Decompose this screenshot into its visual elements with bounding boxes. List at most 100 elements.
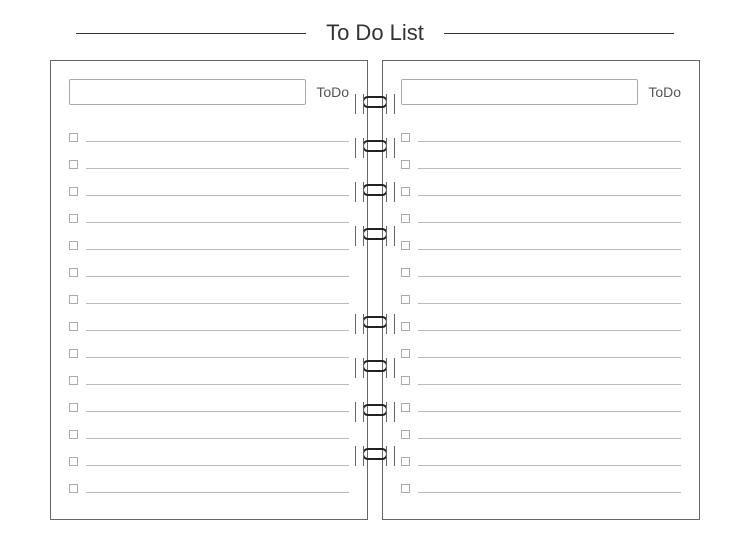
checkbox-icon[interactable] — [401, 133, 410, 142]
todo-line[interactable] — [418, 411, 681, 412]
todo-line[interactable] — [86, 303, 349, 304]
binder-ring-icon — [362, 360, 388, 372]
checkbox-icon[interactable] — [401, 241, 410, 250]
todo-row — [69, 227, 349, 254]
checkbox-icon[interactable] — [69, 403, 78, 412]
checkbox-icon[interactable] — [69, 295, 78, 304]
todo-line[interactable] — [418, 438, 681, 439]
checkbox-icon[interactable] — [69, 241, 78, 250]
binder-ring-icon — [362, 448, 388, 460]
todo-line[interactable] — [418, 276, 681, 277]
checkbox-icon[interactable] — [401, 322, 410, 331]
todo-row — [401, 443, 681, 470]
checkbox-icon[interactable] — [69, 133, 78, 142]
todo-row — [69, 470, 349, 497]
todo-row — [401, 146, 681, 173]
todo-row — [69, 173, 349, 200]
todo-row — [69, 200, 349, 227]
page-left-rows — [69, 119, 349, 497]
checkbox-icon[interactable] — [69, 322, 78, 331]
checkbox-icon[interactable] — [69, 376, 78, 385]
todo-line[interactable] — [86, 195, 349, 196]
todo-row — [69, 416, 349, 443]
checkbox-icon[interactable] — [401, 457, 410, 466]
todo-line[interactable] — [418, 195, 681, 196]
todo-row — [69, 119, 349, 146]
todo-line[interactable] — [418, 357, 681, 358]
page-right: ToDo — [382, 60, 700, 520]
header: To Do List — [0, 0, 750, 46]
checkbox-icon[interactable] — [69, 484, 78, 493]
checkbox-icon[interactable] — [401, 430, 410, 439]
todo-row — [69, 281, 349, 308]
page-left-title-input[interactable] — [69, 79, 306, 105]
todo-line[interactable] — [418, 141, 681, 142]
todo-row — [401, 173, 681, 200]
todo-row — [401, 254, 681, 281]
checkbox-icon[interactable] — [69, 268, 78, 277]
todo-row — [69, 389, 349, 416]
header-rule-left — [76, 33, 306, 34]
todo-line[interactable] — [86, 411, 349, 412]
todo-line[interactable] — [86, 141, 349, 142]
checkbox-icon[interactable] — [69, 187, 78, 196]
todo-row — [401, 389, 681, 416]
todo-row — [401, 416, 681, 443]
checkbox-icon[interactable] — [401, 214, 410, 223]
page-right-header: ToDo — [401, 79, 681, 105]
todo-row — [401, 362, 681, 389]
todo-line[interactable] — [86, 384, 349, 385]
binder-ring-icon — [362, 96, 388, 108]
todo-row — [401, 470, 681, 497]
checkbox-icon[interactable] — [401, 403, 410, 412]
todo-line[interactable] — [86, 222, 349, 223]
todo-row — [401, 335, 681, 362]
todo-line[interactable] — [86, 330, 349, 331]
todo-line[interactable] — [418, 168, 681, 169]
todo-line[interactable] — [86, 249, 349, 250]
page-right-title-input[interactable] — [401, 79, 638, 105]
page-right-rows — [401, 119, 681, 497]
binder-ring-icon — [362, 316, 388, 328]
page-left-header: ToDo — [69, 79, 349, 105]
todo-row — [69, 308, 349, 335]
checkbox-icon[interactable] — [69, 430, 78, 439]
header-rule-right — [444, 33, 674, 34]
todo-line[interactable] — [418, 222, 681, 223]
checkbox-icon[interactable] — [401, 349, 410, 358]
todo-line[interactable] — [86, 276, 349, 277]
todo-row — [69, 443, 349, 470]
checkbox-icon[interactable] — [401, 295, 410, 304]
todo-line[interactable] — [418, 330, 681, 331]
todo-line[interactable] — [418, 303, 681, 304]
binder-ring-icon — [362, 228, 388, 240]
page-right-label: ToDo — [648, 84, 681, 100]
todo-line[interactable] — [418, 492, 681, 493]
todo-row — [401, 308, 681, 335]
checkbox-icon[interactable] — [401, 160, 410, 169]
todo-line[interactable] — [418, 384, 681, 385]
checkbox-icon[interactable] — [69, 214, 78, 223]
page-left: ToDo — [50, 60, 368, 520]
checkbox-icon[interactable] — [69, 457, 78, 466]
todo-line[interactable] — [418, 465, 681, 466]
notebook: ToDo ToDo — [50, 60, 700, 520]
binder-ring-icon — [362, 184, 388, 196]
checkbox-icon[interactable] — [401, 268, 410, 277]
todo-line[interactable] — [418, 249, 681, 250]
checkbox-icon[interactable] — [69, 349, 78, 358]
todo-line[interactable] — [86, 438, 349, 439]
page-title: To Do List — [326, 20, 424, 46]
checkbox-icon[interactable] — [401, 376, 410, 385]
checkbox-icon[interactable] — [401, 187, 410, 196]
page-left-label: ToDo — [316, 84, 349, 100]
binder-ring-icon — [362, 404, 388, 416]
todo-line[interactable] — [86, 168, 349, 169]
checkbox-icon[interactable] — [401, 484, 410, 493]
todo-line[interactable] — [86, 465, 349, 466]
todo-line[interactable] — [86, 492, 349, 493]
todo-row — [401, 227, 681, 254]
todo-row — [69, 146, 349, 173]
checkbox-icon[interactable] — [69, 160, 78, 169]
todo-line[interactable] — [86, 357, 349, 358]
